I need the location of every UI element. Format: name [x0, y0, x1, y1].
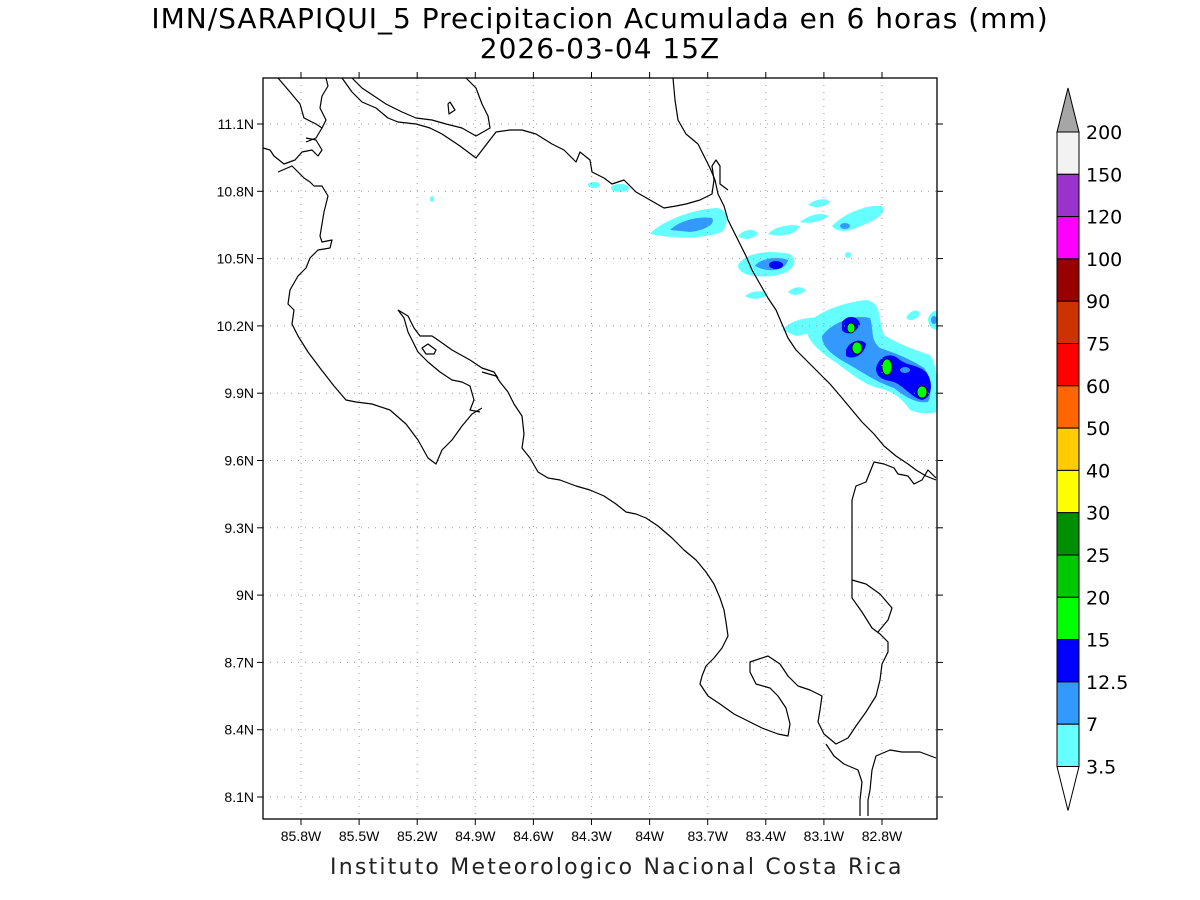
longitude-tick-label: 84.9W [455, 828, 496, 844]
longitude-tick-label: 83.1W [804, 828, 845, 844]
colorbar-swatch [1056, 258, 1080, 302]
axis-ticks [257, 72, 943, 825]
coastlines [262, 77, 937, 816]
colorbar-level-label: 25 [1086, 545, 1110, 567]
colorbar-swatch [1056, 216, 1080, 260]
latitude-tick-label: 9N [236, 587, 254, 603]
longitude-tick-label: 82.8W [862, 828, 903, 844]
latitude-tick-label: 10.8N [217, 183, 254, 199]
colorbar: 200 150 120 100 90 75 60 50 40 30 25 20 15 12.5 7 3.5 [1056, 87, 1128, 811]
latitude-tick-label: 10.5N [217, 251, 254, 267]
colorbar-swatch [1056, 554, 1080, 598]
latitude-labels: 11.1N 10.8N 10.5N 10.2N 9.9N 9.6N 9.3N 9N 8.7N 8.… [217, 116, 254, 805]
longitude-tick-label: 84.3W [571, 828, 612, 844]
latitude-tick-label: 9.3N [224, 520, 254, 536]
colorbar-swatch [1056, 681, 1080, 725]
colorbar-level-label: 50 [1086, 418, 1110, 440]
latitude-tick-label: 9.9N [224, 385, 254, 401]
colorbar-bottom-arrow [1056, 766, 1080, 811]
colorbar-level-label: 90 [1086, 291, 1110, 313]
colorbar-level-label: 60 [1086, 376, 1110, 398]
map-frame [262, 77, 938, 820]
longitude-tick-label: 84.6W [513, 828, 554, 844]
colorbar-swatch [1056, 427, 1080, 471]
latitude-tick-label: 9.6N [224, 453, 254, 469]
longitude-labels: 85.8W 85.5W 85.2W 84.9W 84.6W 84.3W 84W 83.7W 83… [281, 828, 903, 844]
colorbar-swatch [1056, 131, 1080, 175]
colorbar-level-label: 150 [1086, 164, 1122, 186]
latitude-tick-label: 10.2N [217, 318, 254, 334]
longitude-tick-label: 85.5W [339, 828, 380, 844]
latitude-tick-label: 8.7N [224, 654, 254, 670]
colorbar-swatch [1056, 596, 1080, 641]
colorbar-level-label: 100 [1086, 249, 1122, 271]
colorbar-top-arrow [1056, 87, 1080, 133]
map-title: IMN/SARAPIQUI_5 Precipitacion Acumulada … [151, 2, 1049, 35]
latitude-tick-label: 11.1N [218, 116, 254, 132]
colorbar-level-label: 200 [1086, 122, 1122, 144]
colorbar-level-label: 20 [1086, 587, 1110, 609]
longitude-tick-label: 85.8W [281, 828, 322, 844]
map-gridlines [263, 78, 937, 819]
colorbar-level-label: 40 [1086, 460, 1110, 482]
colorbar-swatch [1056, 385, 1080, 429]
longitude-tick-label: 85.2W [397, 828, 438, 844]
colorbar-level-label: 7 [1086, 714, 1098, 736]
colorbar-level-label: 120 [1086, 207, 1122, 229]
colorbar-swatch [1056, 639, 1080, 683]
colorbar-swatch [1056, 343, 1080, 387]
colorbar-level-label: 15 [1086, 630, 1110, 652]
colorbar-swatch [1056, 723, 1080, 768]
footer-credit: Instituto Meteorologico Nacional Costa R… [330, 855, 904, 880]
longitude-tick-label: 83.7W [687, 828, 728, 844]
longitude-tick-label: 84W [635, 828, 665, 844]
colorbar-level-label: 12.5 [1086, 672, 1128, 694]
latitude-tick-label: 8.4N [224, 722, 254, 738]
colorbar-level-label: 75 [1086, 334, 1110, 356]
colorbar-swatch [1056, 512, 1080, 556]
colorbar-swatch [1056, 469, 1080, 514]
colorbar-level-label: 30 [1086, 503, 1110, 525]
colorbar-swatch [1056, 300, 1080, 345]
latitude-tick-label: 8.1N [224, 789, 254, 805]
longitude-tick-label: 83.4W [746, 828, 787, 844]
precipitation-shading [430, 182, 938, 414]
colorbar-swatch [1056, 173, 1080, 218]
map-datetime: 2026-03-04 15Z [479, 32, 721, 65]
colorbar-level-label: 3.5 [1086, 757, 1116, 779]
